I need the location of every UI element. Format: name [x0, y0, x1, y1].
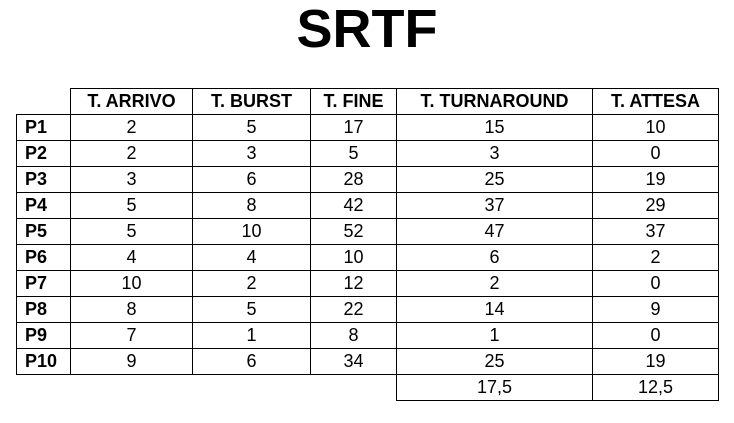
row-label: P6	[16, 244, 71, 271]
page-title: SRTF	[296, 0, 438, 59]
column-header-attesa: T. ATTESA	[592, 88, 719, 115]
table-row: P6 4 4 10 6 2	[16, 244, 719, 271]
cell-turnaround: 3	[396, 140, 593, 167]
column-header-arrivo: T. ARRIVO	[70, 88, 193, 115]
cell-fine: 34	[310, 348, 397, 375]
blank-cell	[71, 375, 193, 401]
cell-fine: 28	[310, 166, 397, 193]
cell-arrivo: 2	[70, 114, 193, 141]
column-header-burst: T. BURST	[192, 88, 311, 115]
cell-fine: 42	[310, 192, 397, 219]
row-label: P8	[16, 296, 71, 323]
cell-fine: 22	[310, 296, 397, 323]
table-row: P5 5 10 52 47 37	[16, 218, 719, 245]
table-row: P7 10 2 12 2 0	[16, 270, 719, 297]
cell-fine: 12	[310, 270, 397, 297]
cell-arrivo: 2	[70, 140, 193, 167]
average-turnaround: 17,5	[396, 374, 593, 401]
averages-row: 17,5 12,5	[17, 374, 719, 401]
blank-cell	[311, 375, 397, 401]
cell-attesa: 29	[592, 192, 719, 219]
row-label: P1	[16, 114, 71, 141]
row-label: P4	[16, 192, 71, 219]
cell-attesa: 19	[592, 166, 719, 193]
cell-turnaround: 47	[396, 218, 593, 245]
cell-arrivo: 7	[70, 322, 193, 349]
cell-attesa: 10	[592, 114, 719, 141]
table-row: P1 2 5 17 15 10	[16, 114, 719, 141]
cell-burst: 2	[192, 270, 311, 297]
cell-burst: 6	[192, 166, 311, 193]
cell-attesa: 0	[592, 322, 719, 349]
cell-turnaround: 14	[396, 296, 593, 323]
row-label: P7	[16, 270, 71, 297]
cell-attesa: 9	[592, 296, 719, 323]
cell-burst: 5	[192, 296, 311, 323]
average-attesa: 12,5	[592, 374, 719, 401]
cell-arrivo: 3	[70, 166, 193, 193]
row-label: P5	[16, 218, 71, 245]
cell-arrivo: 5	[70, 218, 193, 245]
srtf-table: T. ARRIVO T. BURST T. FINE T. TURNAROUND…	[16, 88, 719, 401]
table-row: P3 3 6 28 25 19	[16, 166, 719, 193]
cell-turnaround: 37	[396, 192, 593, 219]
cell-fine: 8	[310, 322, 397, 349]
cell-turnaround: 6	[396, 244, 593, 271]
blank-cell	[17, 375, 71, 401]
row-label: P9	[16, 322, 71, 349]
cell-turnaround: 15	[396, 114, 593, 141]
cell-arrivo: 10	[70, 270, 193, 297]
row-label: P3	[16, 166, 71, 193]
row-label: P10	[16, 348, 71, 375]
cell-attesa: 2	[592, 244, 719, 271]
cell-arrivo: 9	[70, 348, 193, 375]
cell-fine: 5	[310, 140, 397, 167]
table-row: P4 5 8 42 37 29	[16, 192, 719, 219]
blank-cell	[193, 375, 311, 401]
cell-attesa: 0	[592, 140, 719, 167]
cell-burst: 8	[192, 192, 311, 219]
cell-burst: 3	[192, 140, 311, 167]
cell-fine: 17	[310, 114, 397, 141]
table-row: P10 9 6 34 25 19	[16, 348, 719, 375]
cell-arrivo: 5	[70, 192, 193, 219]
cell-arrivo: 4	[70, 244, 193, 271]
cell-attesa: 0	[592, 270, 719, 297]
header-row: T. ARRIVO T. BURST T. FINE T. TURNAROUND…	[16, 88, 719, 115]
corner-cell	[16, 88, 71, 115]
cell-fine: 10	[310, 244, 397, 271]
cell-fine: 52	[310, 218, 397, 245]
cell-attesa: 37	[592, 218, 719, 245]
cell-burst: 10	[192, 218, 311, 245]
cell-turnaround: 2	[396, 270, 593, 297]
cell-turnaround: 25	[396, 166, 593, 193]
table-row: P8 8 5 22 14 9	[16, 296, 719, 323]
column-header-turnaround: T. TURNAROUND	[396, 88, 593, 115]
cell-burst: 1	[192, 322, 311, 349]
cell-arrivo: 8	[70, 296, 193, 323]
row-label: P2	[16, 140, 71, 167]
cell-turnaround: 25	[396, 348, 593, 375]
table-row: P9 7 1 8 1 0	[16, 322, 719, 349]
cell-turnaround: 1	[396, 322, 593, 349]
cell-burst: 4	[192, 244, 311, 271]
cell-burst: 6	[192, 348, 311, 375]
column-header-fine: T. FINE	[310, 88, 397, 115]
cell-burst: 5	[192, 114, 311, 141]
table-row: P2 2 3 5 3 0	[16, 140, 719, 167]
cell-attesa: 19	[592, 348, 719, 375]
